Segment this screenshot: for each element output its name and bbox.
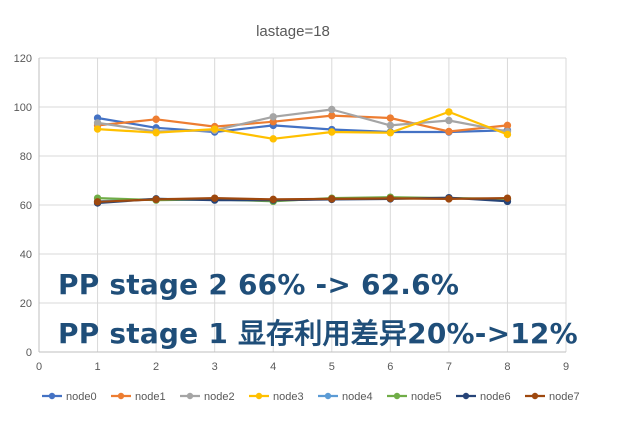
x-tick-label: 1 — [94, 361, 100, 373]
legend-swatch-marker — [186, 392, 194, 400]
series-line-node1 — [97, 114, 508, 133]
data-point-node3 — [386, 129, 395, 137]
series-lines — [93, 105, 512, 207]
series-node3 — [93, 108, 512, 143]
legend-item-node5: node5 — [387, 391, 442, 403]
x-tick-label: 6 — [387, 361, 393, 373]
annotation-stage1: PP stage 1 显存利用差异20%->12% — [58, 317, 578, 350]
data-point-node3 — [328, 128, 336, 136]
data-point-node2 — [269, 113, 277, 121]
legend-item-node4: node4 — [318, 391, 373, 403]
data-point-node2 — [386, 121, 395, 130]
y-tick-label: 120 — [14, 53, 32, 65]
x-tick-label: 8 — [504, 361, 510, 373]
data-point-node3 — [503, 130, 512, 139]
legend-swatch-marker — [117, 392, 125, 400]
data-point-node3 — [445, 108, 453, 116]
chart-title: lastage=18 — [256, 23, 330, 40]
axes: 0 20 40 60 80 100 120 0 1 2 3 4 5 6 7 8 9 — [14, 53, 569, 373]
data-point-node3 — [269, 135, 277, 143]
y-tick-label: 60 — [20, 200, 32, 212]
x-tick-label: 3 — [212, 361, 218, 373]
data-point-node1 — [328, 111, 336, 120]
y-tick-label: 80 — [20, 151, 32, 163]
data-point-node7 — [93, 198, 102, 206]
legend-item-node6: node6 — [456, 391, 511, 403]
data-point-node7 — [269, 195, 277, 204]
data-point-node1 — [152, 115, 160, 123]
data-point-node3 — [210, 125, 219, 133]
data-point-node7 — [152, 195, 160, 204]
data-point-node1 — [445, 127, 453, 136]
data-point-node1 — [503, 121, 512, 130]
data-point-node3 — [152, 129, 160, 137]
legend-label: node4 — [342, 391, 373, 403]
data-point-node7 — [503, 194, 512, 202]
legend-item-node7: node7 — [525, 391, 580, 403]
legend-label: node6 — [480, 391, 511, 403]
gridlines — [39, 57, 567, 352]
data-point-node2 — [93, 119, 102, 127]
data-point-node1 — [386, 114, 395, 122]
x-tick-label: 9 — [563, 361, 569, 373]
legend-item-node1: node1 — [111, 391, 166, 403]
legend-swatch-marker — [255, 392, 263, 400]
legend: node0 node1 node2 node3 node4 node5 node6 node7 — [42, 391, 580, 403]
y-tick-label: 0 — [26, 347, 32, 359]
data-point-node7 — [328, 195, 336, 203]
data-point-node2 — [445, 116, 453, 125]
legend-label: node5 — [411, 391, 442, 403]
x-tick-label: 5 — [329, 361, 335, 373]
data-point-node7 — [445, 195, 453, 203]
series-line-node0 — [97, 116, 508, 134]
legend-swatch-marker — [462, 392, 470, 400]
x-tick-label: 4 — [270, 361, 276, 373]
series-line-node7 — [97, 197, 508, 203]
x-tick-label: 0 — [36, 361, 42, 373]
legend-swatch-marker — [324, 392, 332, 400]
data-point-node2 — [328, 105, 336, 114]
x-tick-label: 7 — [446, 361, 452, 373]
series-line-node3 — [97, 110, 508, 140]
data-point-node3 — [93, 125, 102, 133]
y-tick-label: 20 — [20, 298, 32, 310]
x-tick-label: 2 — [153, 361, 159, 373]
y-tick-label: 40 — [20, 249, 32, 261]
legend-item-node3: node3 — [249, 391, 304, 403]
legend-label: node0 — [66, 391, 97, 403]
legend-swatch-marker — [531, 392, 539, 400]
legend-label: node7 — [549, 391, 580, 403]
legend-label: node3 — [273, 391, 304, 403]
data-point-node7 — [386, 194, 395, 203]
legend-swatch-marker — [393, 392, 401, 400]
annotation-stage2: PP stage 2 66% -> 62.6% — [58, 268, 460, 301]
y-tick-label: 100 — [14, 102, 32, 114]
series-node7 — [93, 194, 512, 206]
legend-item-node2: node2 — [180, 391, 235, 403]
data-point-node7 — [210, 194, 219, 202]
legend-label: node2 — [204, 391, 235, 403]
legend-item-node0: node0 — [42, 391, 97, 403]
legend-label: node1 — [135, 391, 166, 403]
legend-swatch-marker — [48, 392, 56, 400]
